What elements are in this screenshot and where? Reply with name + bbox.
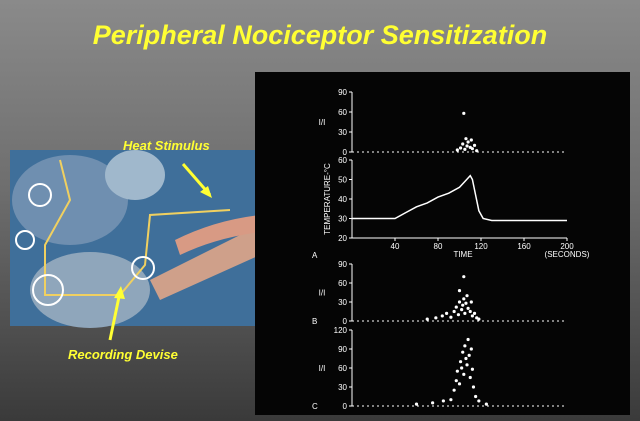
spike-rate-point [454,305,458,309]
spike-rate-point [454,379,458,383]
y-tick-label: 0 [343,148,348,157]
x-axis-label: TIME [453,250,472,259]
spike-rate-point [455,369,459,373]
y-tick-label: 60 [338,108,347,117]
y-tick-label: 30 [338,215,347,224]
y-tick-label: 90 [338,260,347,269]
spike-rate-point [441,399,445,403]
x-tick-label: 40 [391,242,400,251]
spike-rate-point [468,375,472,380]
spike-rate-point [474,394,478,399]
y-tick-label: 30 [338,128,347,137]
y-tick-label: 60 [338,279,347,288]
spike-rate-point [464,137,468,141]
panel-letter: A [312,251,318,260]
spike-rate-point [462,372,466,376]
y-tick-label: 90 [338,345,347,354]
spike-rate-point [460,308,464,312]
spike-rate-point [466,140,470,144]
x-tick-label: 120 [474,242,488,251]
spike-rate-point [466,337,470,342]
spike-rate-point [445,311,449,315]
spike-rate-point [467,353,471,357]
y-tick-label: 30 [338,383,347,392]
x-tick-label: 80 [434,242,443,251]
spike-rate-point [462,297,466,301]
spike-rate-point [461,142,465,146]
spike-rate-point [477,399,481,403]
y-axis-label: I/I [319,118,326,127]
spike-rate-point [463,311,467,315]
spike-rate-point [456,313,461,317]
spike-rate-point [449,315,453,319]
spike-rate-point [457,382,462,386]
spike-rate-point [465,294,469,298]
spike-rate-point [462,111,466,115]
spike-rate-point [455,148,459,152]
spike-rate-point [457,300,462,304]
spike-rate-point [465,363,469,367]
spike-rate-point [477,317,481,321]
panel-letter: B [312,317,317,326]
spike-rate-point [469,138,473,142]
panel-letter: C [312,402,318,411]
spike-rate-point [449,398,453,402]
heat-stimulus-label: Heat Stimulus [123,138,210,153]
spike-rate-point [461,350,465,354]
y-tick-label: 60 [338,364,347,373]
spike-rate-point [425,317,429,321]
y-tick-label: 0 [343,402,348,411]
spike-rate-point [452,309,456,314]
spike-rate-point [457,289,462,293]
slide-title: Peripheral Nociceptor Sensitization [92,20,548,50]
spike-rate-point [466,306,470,310]
y-tick-label: 30 [338,298,347,307]
y-axis-label: I/I [319,364,326,373]
spike-rate-point [458,146,463,150]
y-tick-label: 120 [334,326,348,335]
spike-rate-point [471,385,476,389]
spike-rate-point [434,316,438,320]
spike-rate-point [469,300,473,304]
spike-rate-point [461,303,465,307]
x-axis-unit: (SECONDS) [545,250,590,259]
recording-device-label: Recording Devise [68,347,178,362]
y-tick-label: 60 [338,156,347,165]
spike-rate-point [465,144,469,148]
spike-rate-point [452,388,456,392]
spike-rate-point [462,275,466,279]
y-tick-label: 40 [338,195,347,204]
y-tick-label: 0 [343,317,348,326]
spike-rate-point [460,366,464,370]
spike-rate-point [468,309,472,314]
spike-rate-point [475,149,479,153]
temperature-line [352,174,567,222]
y-tick-label: 50 [338,176,347,185]
spike-rate-point [472,143,477,147]
spike-rate-point [431,401,435,405]
spike-rate-point [470,314,474,318]
spike-rate-point [469,347,473,351]
y-tick-label: 90 [338,88,347,97]
y-axis-label: I/I [319,289,326,298]
spike-rate-point [472,311,477,315]
x-tick-label: 160 [517,242,531,251]
spike-rate-point [470,367,474,371]
spike-rate-point [440,314,444,318]
spike-rate-point [414,402,419,406]
spike-rate-point [463,147,467,151]
y-axis-label: TEMPERATURE-°C [323,163,332,235]
spike-rate-point [458,360,463,364]
x-tick-label: 200 [560,242,574,251]
spike-rate-point [464,356,468,361]
spike-rate-point [484,402,488,406]
y-tick-label: 20 [338,234,347,243]
spike-rate-point [463,344,467,348]
spike-rate-point [470,147,474,151]
spike-rate-point [464,301,468,305]
